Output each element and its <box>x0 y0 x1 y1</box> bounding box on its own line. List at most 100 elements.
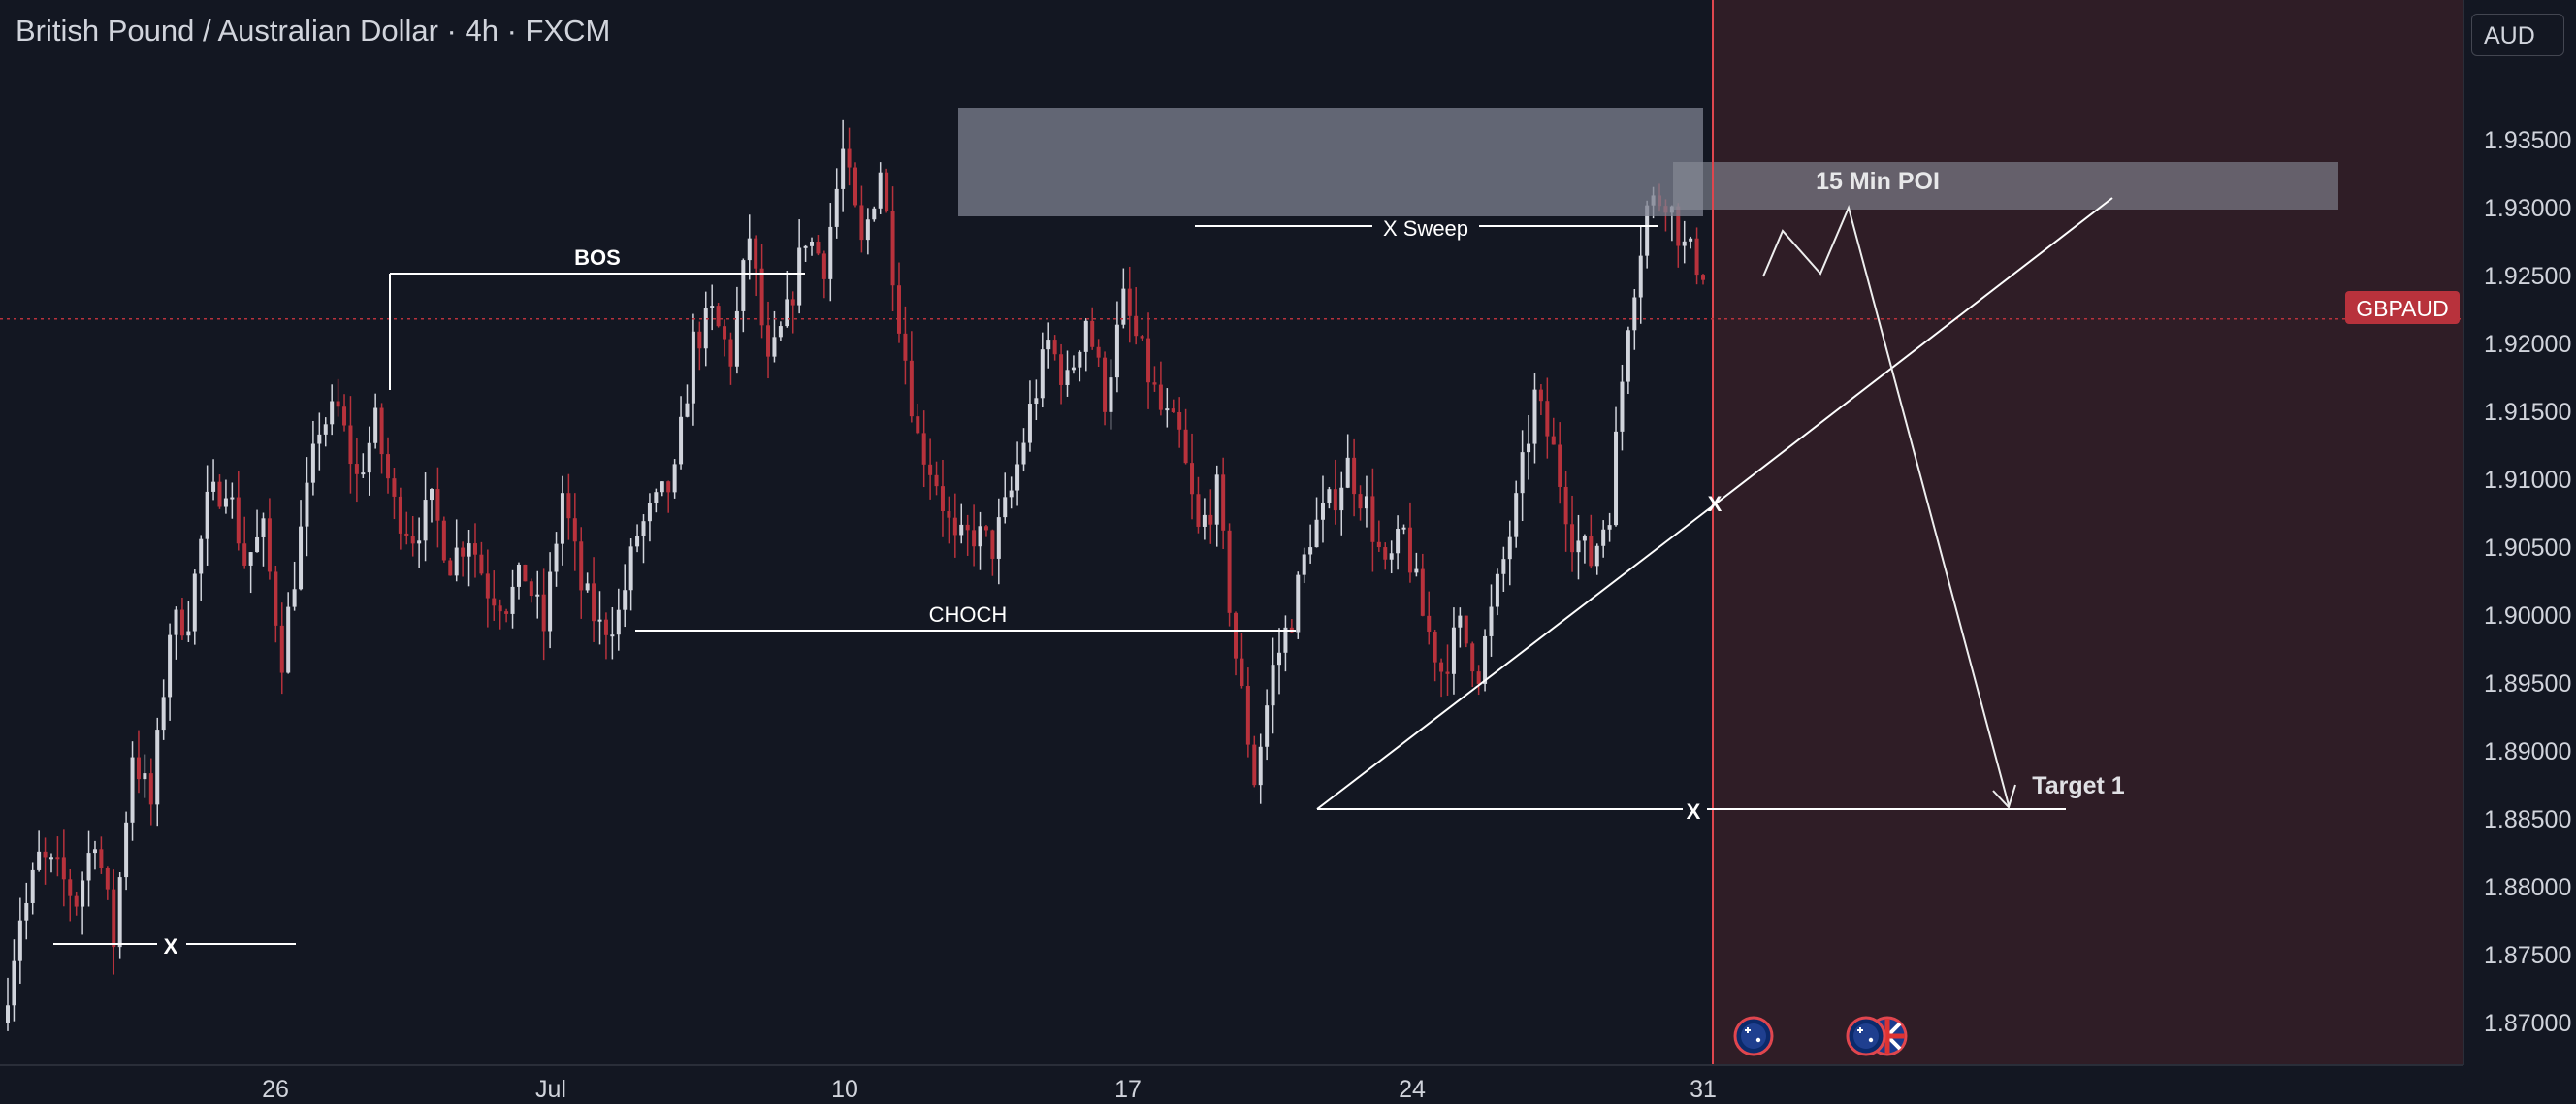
candle-body <box>816 242 821 254</box>
candle-body <box>710 306 715 308</box>
candle-body <box>24 902 29 921</box>
candle-body <box>1052 340 1057 355</box>
candle-body <box>30 869 35 903</box>
candle-body <box>1489 606 1494 636</box>
candle-body <box>348 425 353 465</box>
candle-body <box>330 401 335 425</box>
candle-body <box>996 517 1001 559</box>
currency-selector[interactable]: AUD <box>2471 14 2564 56</box>
sweep-label: X Sweep <box>1383 216 1468 241</box>
supply-zone[interactable] <box>958 108 1703 216</box>
candle-body <box>672 464 677 493</box>
candle-body <box>1445 671 1450 674</box>
price-tick-label: 1.93500 <box>2484 127 2571 154</box>
trendline[interactable] <box>1316 503 1716 810</box>
candle-body <box>1302 554 1306 575</box>
candle-body <box>1558 444 1562 487</box>
candle-body <box>1121 288 1126 325</box>
candle-body <box>1376 541 1381 548</box>
price-tick-label: 1.87500 <box>2484 942 2571 969</box>
candle-body <box>248 552 253 566</box>
candle-body <box>1476 671 1481 684</box>
time-axis[interactable]: 26 Jul 10 17 24 31 <box>0 1064 2463 1103</box>
candle-body <box>423 500 428 541</box>
candle-body <box>1265 705 1270 747</box>
trendline-extension[interactable] <box>1714 197 2113 505</box>
candle-body <box>1158 384 1163 410</box>
candle-body <box>834 188 839 227</box>
price-axis[interactable]: 1.93500 1.93000 1.92500 1.92000 1.91500 1.910… <box>2463 0 2576 1104</box>
candle-body <box>1208 514 1213 525</box>
candle-body <box>1096 346 1101 358</box>
candle-body <box>1545 401 1550 437</box>
candle-body <box>1601 529 1606 546</box>
price-tick-label: 1.88500 <box>2484 806 2571 833</box>
candle-body <box>1327 489 1332 503</box>
price-tick-label: 1.91500 <box>2484 399 2571 426</box>
candle-body <box>199 538 204 574</box>
candle-body <box>1682 241 1687 246</box>
australia-flag-icon[interactable] <box>1846 1016 1886 1056</box>
candle-body <box>1083 320 1088 352</box>
candle-body <box>885 172 889 211</box>
candle-body <box>255 536 260 553</box>
candle-body <box>841 148 846 189</box>
candle-body <box>1383 547 1388 560</box>
candle-body <box>1190 463 1195 495</box>
candle-body <box>373 407 378 443</box>
price-tick-label: 1.90000 <box>2484 602 2571 630</box>
candle-body <box>1046 340 1051 350</box>
candle-body <box>853 167 857 206</box>
candle-body <box>430 489 434 501</box>
candle-body <box>286 606 291 673</box>
candle-body <box>168 634 173 698</box>
poi-zone[interactable] <box>1673 162 2338 210</box>
candle-body <box>628 546 633 591</box>
candle-body <box>747 238 752 261</box>
bos-label: BOS <box>574 245 621 270</box>
candle-body <box>1221 474 1226 531</box>
candle-body <box>299 526 304 590</box>
candle-body <box>872 208 877 220</box>
candle-body <box>666 481 671 493</box>
candle-body <box>410 536 415 544</box>
candle-body <box>916 416 920 434</box>
candle-body <box>572 518 577 542</box>
candle-body <box>1345 457 1350 488</box>
australia-flag-icon[interactable] <box>1733 1016 1774 1056</box>
candle-body <box>435 489 440 521</box>
candle-body <box>716 306 721 327</box>
candle-body <box>161 697 166 731</box>
candle-body <box>1314 519 1319 548</box>
candle-body <box>1520 452 1525 494</box>
candle-body <box>1538 389 1543 402</box>
candle-body <box>1252 744 1257 786</box>
candle-body <box>130 757 135 823</box>
choch-label: CHOCH <box>929 602 1008 627</box>
candle-body <box>635 536 640 547</box>
candle-body <box>136 757 141 780</box>
candle-body <box>1065 370 1070 385</box>
candle-body <box>597 619 602 622</box>
candle-body <box>679 416 684 465</box>
candle-body <box>603 619 608 635</box>
candle-body <box>124 822 129 878</box>
candle-body <box>1234 612 1239 659</box>
price-tick-label: 1.90500 <box>2484 535 2571 562</box>
candle-body <box>80 880 85 907</box>
candle-body <box>92 849 97 854</box>
projected-path[interactable] <box>1762 204 2010 806</box>
candle-body <box>143 773 147 780</box>
candle-body <box>1271 665 1275 706</box>
candle-body <box>1364 496 1368 509</box>
candle-body <box>1507 536 1512 560</box>
candle-body <box>890 211 895 286</box>
candle-body <box>1009 490 1014 498</box>
time-tick-label: 31 <box>1690 1076 1717 1103</box>
candle-body <box>959 524 964 536</box>
candle-body <box>1103 357 1108 412</box>
candle-body <box>1214 474 1219 525</box>
candle-body <box>1632 297 1637 331</box>
candle-body <box>367 442 371 473</box>
